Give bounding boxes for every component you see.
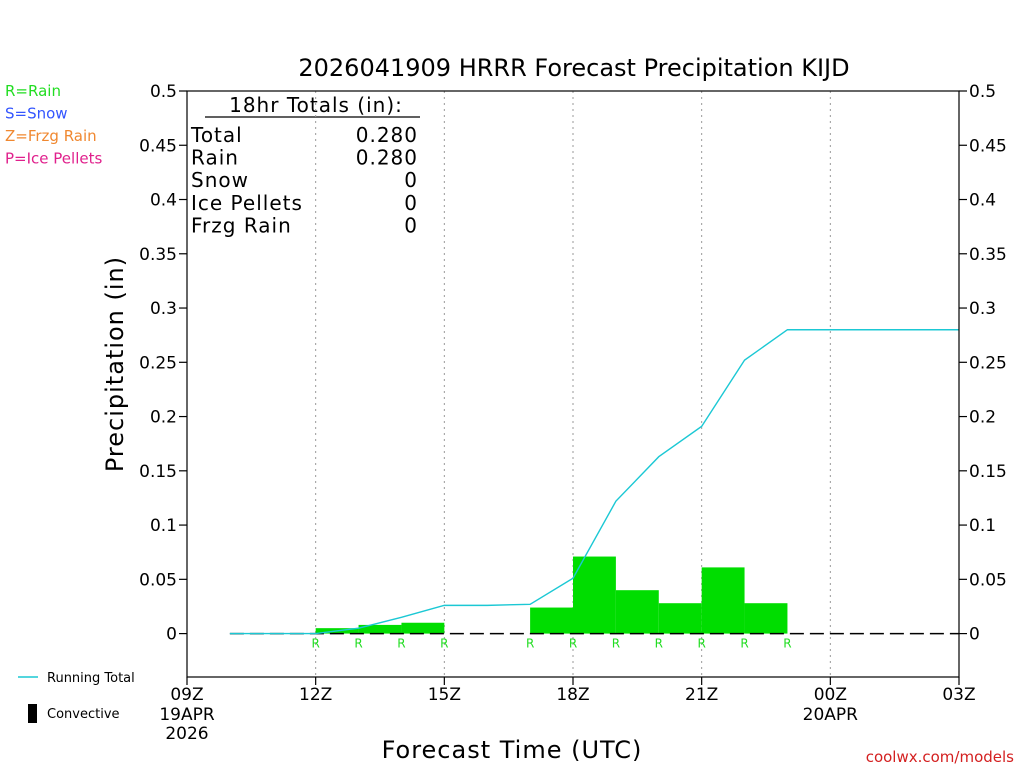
precip-bar [658,603,702,634]
y-axis-right: 0 0.05 0.1 0.15 0.2 0.25 0.3 0.35 0.4 0.45 0.5 [959,82,1007,645]
y-tick-label-right: 0.2 [969,408,996,428]
x-tick-label: 21Z [685,685,718,705]
totals-row-value: 0 [404,168,418,192]
totals-row-label: Snow [191,168,249,192]
ptype-marker: R [783,637,791,651]
running-total-legend-label: Running Total [47,671,135,686]
convective-legend-label: Convective [47,707,120,722]
ptype-marker: R [655,637,663,651]
precip-bar [358,624,402,634]
y-tick-label-right: 0.5 [969,82,996,102]
y-tick-label-right: 0.15 [969,462,1007,482]
x-tick-label: 09Z [170,685,203,705]
y-tick-label-left: 0.4 [150,191,177,211]
ptype-marker: R [354,637,362,651]
y-tick-label-left: 0.5 [150,82,177,102]
x-tick-label: 03Z [942,685,975,705]
totals-row-label: Ice Pellets [191,191,303,215]
y-tick-label-left: 0.25 [139,353,177,373]
ptype-legend-item: R=Rain [5,82,61,100]
running-total-layer [229,329,959,635]
ptype-legend-item: S=Snow [5,105,68,123]
ptype-marker: R [612,637,620,651]
ptype-marker: R [311,637,319,651]
ptype-marker: R [569,637,577,651]
totals-row-value: 0.280 [356,146,418,170]
ptype-marker: R [440,637,448,651]
precip-bar [615,590,659,634]
y-tick-label-right: 0.45 [969,136,1007,156]
precip-bar [701,567,745,634]
y-axis-label: Precipitation (in) [101,256,129,472]
credit-text: coolwx.com/models [866,748,1014,766]
y-tick-label-left: 0.1 [150,516,177,536]
totals-row-label: Rain [191,146,239,170]
x-axis-label: Forecast Time (UTC) [382,736,643,764]
totals-row-label: Frzg Rain [191,213,292,237]
precip-bar [530,607,573,634]
totals-row-label: Total [190,123,243,147]
y-tick-label-right: 0.4 [969,191,996,211]
ptype-legend-item: Z=Frzg Rain [5,127,97,145]
x-tick-label: 18Z [556,685,589,705]
y-tick-label-right: 0 [969,625,980,645]
y-tick-label-right: 0.35 [969,245,1007,265]
ptype-legend: R=Rain S=Snow Z=Frzg Rain P=Ice Pellets [5,82,102,168]
ptype-marker: R [697,637,705,651]
y-tick-label-left: 0.45 [139,136,177,156]
precip-bars [315,556,788,634]
ptype-marker: R [740,637,748,651]
grid-lines [315,91,831,677]
convective-swatch [28,704,37,723]
ptype-marker: R [397,637,405,651]
y-tick-label-left: 0.35 [139,245,177,265]
y-tick-label-left: 0.05 [139,570,177,590]
x-tick-label: 00Z [814,685,847,705]
y-tick-label-right: 0.1 [969,516,996,536]
x-year-label: 2026 [165,724,208,744]
y-tick-label-right: 0.3 [969,299,996,319]
y-tick-label-left: 0.3 [150,299,177,319]
x-date-label: 20APR [803,705,859,725]
y-tick-label-left: 0 [166,625,177,645]
y-tick-label-left: 0.2 [150,408,177,428]
totals-row-value: 0 [404,213,418,237]
y-tick-label-right: 0.25 [969,353,1007,373]
precip-bar [744,603,788,634]
precip-bar [401,622,445,634]
y-tick-label-left: 0.15 [139,462,177,482]
ptype-marker: R [526,637,534,651]
y-axis-left: 0 0.05 0.1 0.15 0.2 0.25 0.3 0.35 0.4 0.45 0.5 [139,82,187,645]
series-legend: Running Total Convective [18,671,135,723]
x-tick-label: 12Z [299,685,332,705]
x-date-label: 19APR [159,705,215,725]
running-total-line [229,329,959,635]
totals-row-value: 0.280 [356,123,418,147]
chart-title: 2026041909 HRRR Forecast Precipitation K… [298,54,849,82]
x-tick-label: 15Z [428,685,461,705]
ptype-legend-item: P=Ice Pellets [5,150,102,168]
precip-bar [573,556,616,634]
y-tick-label-right: 0.05 [969,570,1007,590]
totals-row-value: 0 [404,191,418,215]
